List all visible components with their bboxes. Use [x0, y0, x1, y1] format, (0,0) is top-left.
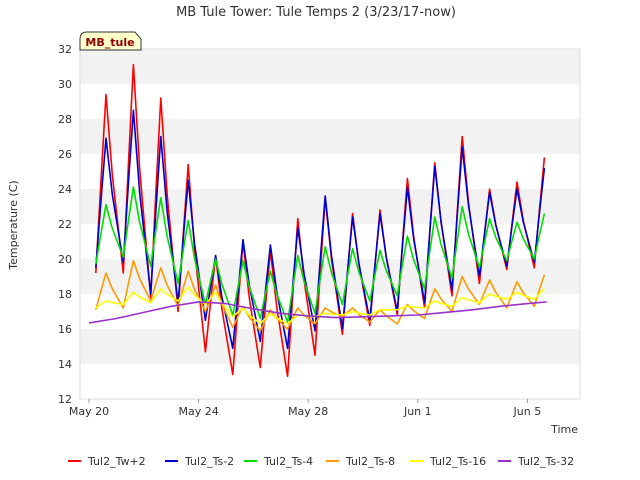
y-axis: 12 14 16 18 20 22 24 26 28 30 32: [58, 43, 72, 406]
chart-title: MB Tule Tower: Tule Temps 2 (3/23/17-now…: [176, 5, 456, 20]
legend-label: Tul2_Ts-16: [429, 455, 486, 468]
y-tick-label: 18: [58, 288, 72, 301]
station-badge: MB_tule: [79, 31, 142, 51]
badge-box: [79, 31, 142, 51]
series-line-5: [95, 286, 545, 325]
y-tick-label: 22: [58, 218, 72, 231]
y-tick-label: 12: [58, 393, 72, 406]
series-line-2: [95, 109, 546, 350]
y-tick-label: 16: [58, 323, 72, 336]
legend-label: Tul2_Ts-8: [345, 455, 395, 468]
y-tick-label: 32: [58, 43, 72, 56]
legend: Tul2_Tw+2 Tul2_Ts-2 Tul2_Ts-4 Tul2_Ts-8 Tul2…: [68, 455, 574, 468]
series-line-6: [88, 301, 547, 324]
series-line-3: [95, 186, 546, 323]
legend-label: Tul2_Tw+2: [87, 455, 146, 468]
plot-band: [80, 154, 580, 189]
plot-band: [80, 84, 580, 119]
x-tick-label: May 20: [69, 405, 109, 418]
x-tick-label: May 28: [288, 405, 328, 418]
y-tick-label: 26: [58, 148, 72, 161]
y-tick-label: 30: [58, 78, 72, 91]
legend-label: Tul2_Ts-2: [184, 455, 234, 468]
legend-label: Tul2_Ts-4: [263, 455, 313, 468]
badge-label: MB_tule: [85, 36, 134, 49]
legend-label: Tul2_Ts-32: [517, 455, 574, 468]
y-axis-label: Temperature (C): [7, 180, 20, 270]
plot-band: [80, 49, 580, 84]
y-tick-label: 20: [58, 253, 72, 266]
x-tick-label: May 24: [178, 405, 218, 418]
x-tick-label: Jun 1: [403, 405, 432, 418]
plot-lines: [88, 63, 547, 378]
plot-frame: [79, 48, 581, 400]
plot-band: [80, 119, 580, 154]
x-axis: May 20 May 24 May 28 Jun 1 Jun 5: [69, 399, 541, 418]
y-tick-label: 14: [58, 358, 72, 371]
y-tick-label: 24: [58, 183, 72, 196]
plot-band: [80, 364, 580, 399]
x-axis-label: Time: [550, 423, 578, 436]
plot-band: [80, 329, 580, 364]
y-tick-label: 28: [58, 113, 72, 126]
x-tick-label: Jun 5: [513, 405, 542, 418]
